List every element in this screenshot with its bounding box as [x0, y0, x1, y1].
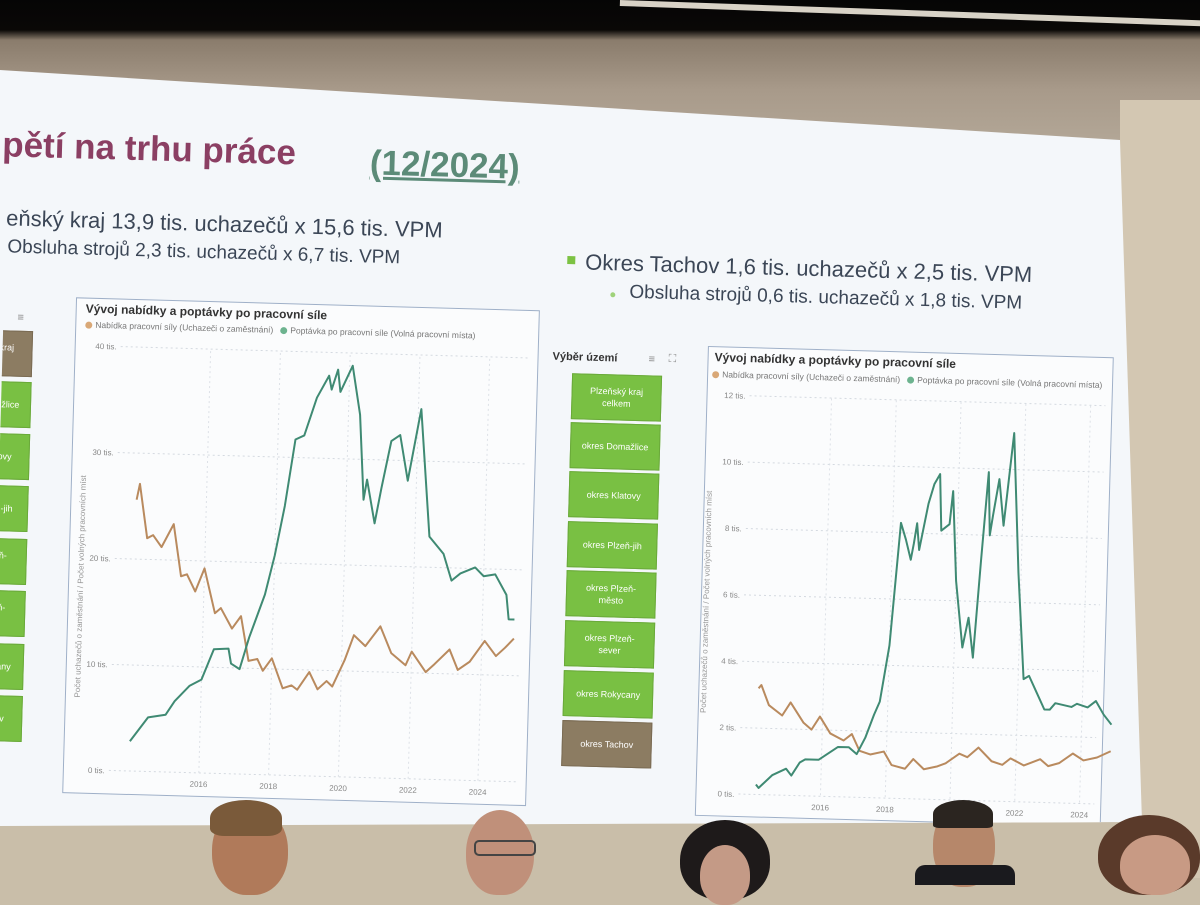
x-tick-label: 2022 [399, 786, 418, 796]
x-tick-label: 2018 [876, 805, 895, 815]
person-head [1120, 835, 1190, 895]
gridline-vertical [884, 400, 897, 799]
x-tick-label: 2024 [469, 787, 488, 797]
person-head [700, 845, 750, 905]
y-tick-label: 6 tis. [723, 590, 740, 599]
gridline-vertical [477, 358, 491, 781]
x-tick-label: 2022 [1005, 808, 1024, 818]
y-tick-label: 40 tis. [95, 342, 117, 352]
gridline-horizontal [749, 395, 1106, 407]
gridline-horizontal [117, 452, 528, 465]
gridline-horizontal [120, 346, 531, 359]
gridline-vertical [1014, 403, 1027, 802]
x-tick-label: 2020 [329, 784, 348, 794]
gridline-horizontal [740, 727, 1097, 739]
projected-slide: pětí na trhu práce (12/2024) eňský kraj … [0, 70, 1142, 826]
y-tick-label: 0 tis. [717, 789, 734, 798]
person-hair [933, 800, 993, 828]
series-line-supply[interactable] [131, 482, 517, 696]
series-line-demand[interactable] [129, 360, 522, 752]
series-line-supply[interactable] [756, 683, 1112, 775]
y-tick-label: 2 tis. [719, 723, 736, 732]
audience-row [210, 800, 1200, 905]
gridline-horizontal [738, 793, 1095, 805]
y-tick-label: 4 tis. [721, 657, 738, 666]
y-tick-label: 10 tis. [722, 457, 744, 467]
person-hair [210, 800, 282, 836]
gridline-vertical [268, 353, 281, 775]
y-tick-label: 8 tis. [725, 524, 742, 533]
gridline-horizontal [111, 663, 522, 677]
gridline-horizontal [745, 528, 1102, 539]
gridline-vertical [949, 402, 962, 800]
gridline-vertical [819, 398, 833, 797]
gridline-horizontal [747, 461, 1104, 473]
x-tick-label: 2016 [189, 780, 208, 790]
y-tick-label: 30 tis. [92, 448, 114, 458]
y-tick-label: 10 tis. [86, 660, 108, 670]
y-tick-label: 20 tis. [89, 554, 111, 564]
gridline-vertical [1079, 405, 1092, 804]
x-tick-label: 2016 [811, 803, 830, 813]
y-tick-label: 12 tis. [724, 391, 746, 401]
gridline-vertical [198, 351, 212, 773]
glasses-icon [474, 840, 536, 856]
gridline-horizontal [114, 557, 525, 571]
x-tick-label: 2018 [259, 782, 278, 792]
gridline-horizontal [108, 769, 519, 783]
person-jacket [915, 865, 1015, 885]
gridline-vertical [337, 354, 351, 777]
x-tick-label: 2024 [1070, 810, 1089, 820]
y-tick-label: 0 tis. [88, 766, 105, 775]
series-line-demand[interactable] [755, 426, 1120, 798]
gridline-horizontal [742, 660, 1099, 672]
gridline-horizontal [743, 594, 1100, 606]
